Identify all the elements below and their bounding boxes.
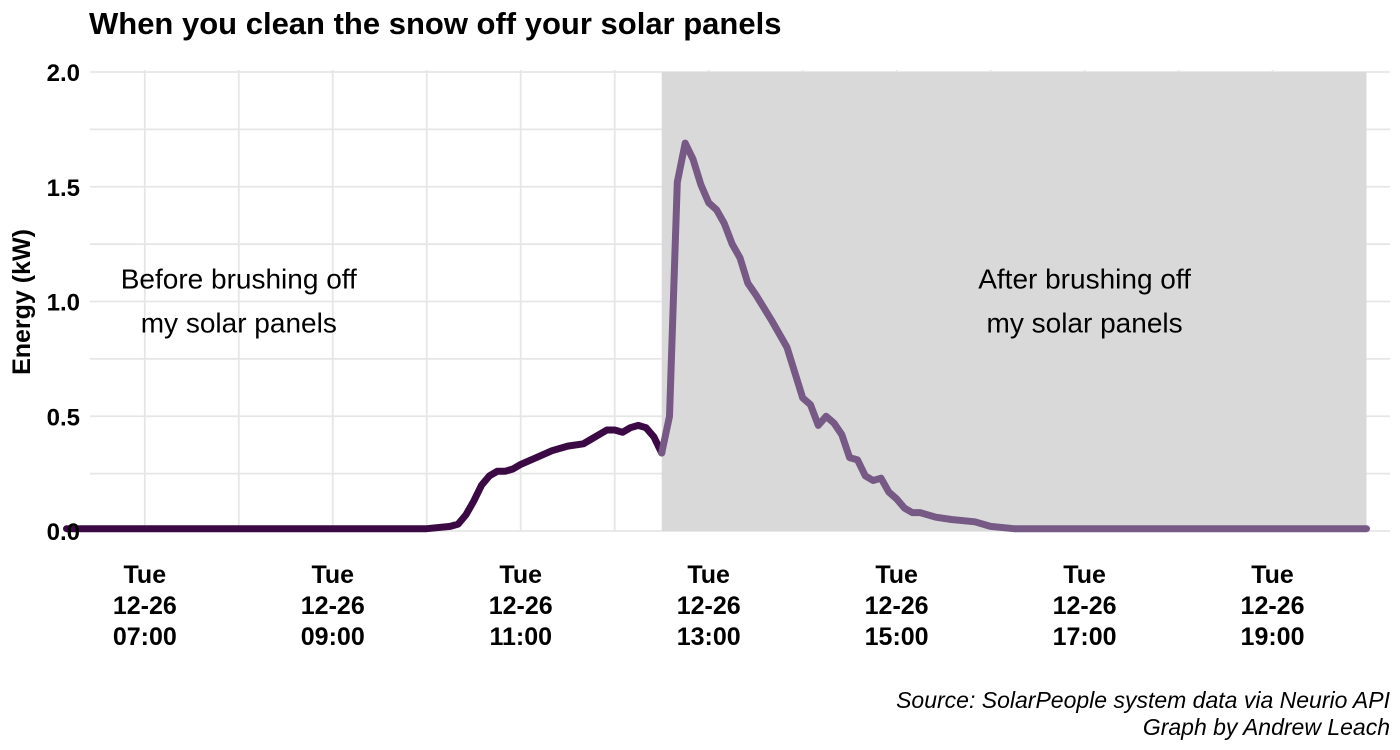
caption-source: Source: SolarPeople system data via Neur… — [896, 687, 1391, 713]
x-tick-label: Tue — [687, 561, 730, 589]
x-tick-label: 19:00 — [1241, 623, 1305, 651]
x-tick-label: Tue — [311, 561, 354, 589]
x-tick-label: 12-26 — [113, 592, 177, 620]
x-tick-label: 12-26 — [1241, 592, 1305, 620]
x-tick-label: 12-26 — [865, 592, 929, 620]
annotation-line: my solar panels — [141, 308, 337, 339]
y-tick-label: 0.5 — [47, 404, 80, 431]
x-tick-label: 12-26 — [301, 592, 365, 620]
y-tick-label: 2.0 — [47, 60, 80, 87]
shaded-region-layer — [661, 72, 1367, 531]
x-tick-label: 12-26 — [489, 592, 553, 620]
y-tick-label: 1.5 — [47, 175, 80, 202]
series-line-1 — [658, 139, 1370, 533]
shaded-region — [661, 72, 1367, 531]
caption-credit: Graph by Andrew Leach — [1143, 714, 1390, 740]
x-tick-label: 12-26 — [1053, 592, 1117, 620]
x-tick-label: Tue — [124, 561, 167, 589]
x-tick-label: 12-26 — [677, 592, 741, 620]
annotation-line: my solar panels — [987, 308, 1183, 339]
x-tick-label: 15:00 — [865, 623, 929, 651]
x-tick-label: Tue — [1063, 561, 1106, 589]
x-tick-label: Tue — [875, 561, 918, 589]
y-tick-label: 1.0 — [47, 290, 80, 317]
y-axis-label: Energy (kW) — [8, 229, 36, 375]
series-line-0 — [63, 421, 666, 533]
annotation-line: Before brushing off — [121, 264, 357, 295]
x-tick-label: Tue — [499, 561, 542, 589]
chart-title: When you clean the snow off your solar p… — [89, 6, 781, 41]
x-tick-label: 09:00 — [301, 623, 365, 651]
annotation-line: After brushing off — [978, 264, 1191, 295]
x-tick-label: 11:00 — [489, 623, 552, 651]
x-tick-label: Tue — [1251, 561, 1294, 589]
x-tick-label: 07:00 — [113, 623, 177, 651]
x-tick-label: 17:00 — [1053, 623, 1117, 651]
x-tick-label: 13:00 — [677, 623, 741, 651]
y-axis-ticks: 0.0 0.5 1.0 1.5 2.0 — [47, 60, 80, 546]
annotation-layer: Before brushing off my solar panels After … — [121, 264, 1191, 339]
series-layer — [63, 139, 1370, 533]
y-tick-label: 0.0 — [47, 519, 80, 546]
x-axis-ticks: Tue 12-26 07:00 Tue 12-26 09:00 Tue 12-26 11:00 T… — [113, 561, 1305, 651]
